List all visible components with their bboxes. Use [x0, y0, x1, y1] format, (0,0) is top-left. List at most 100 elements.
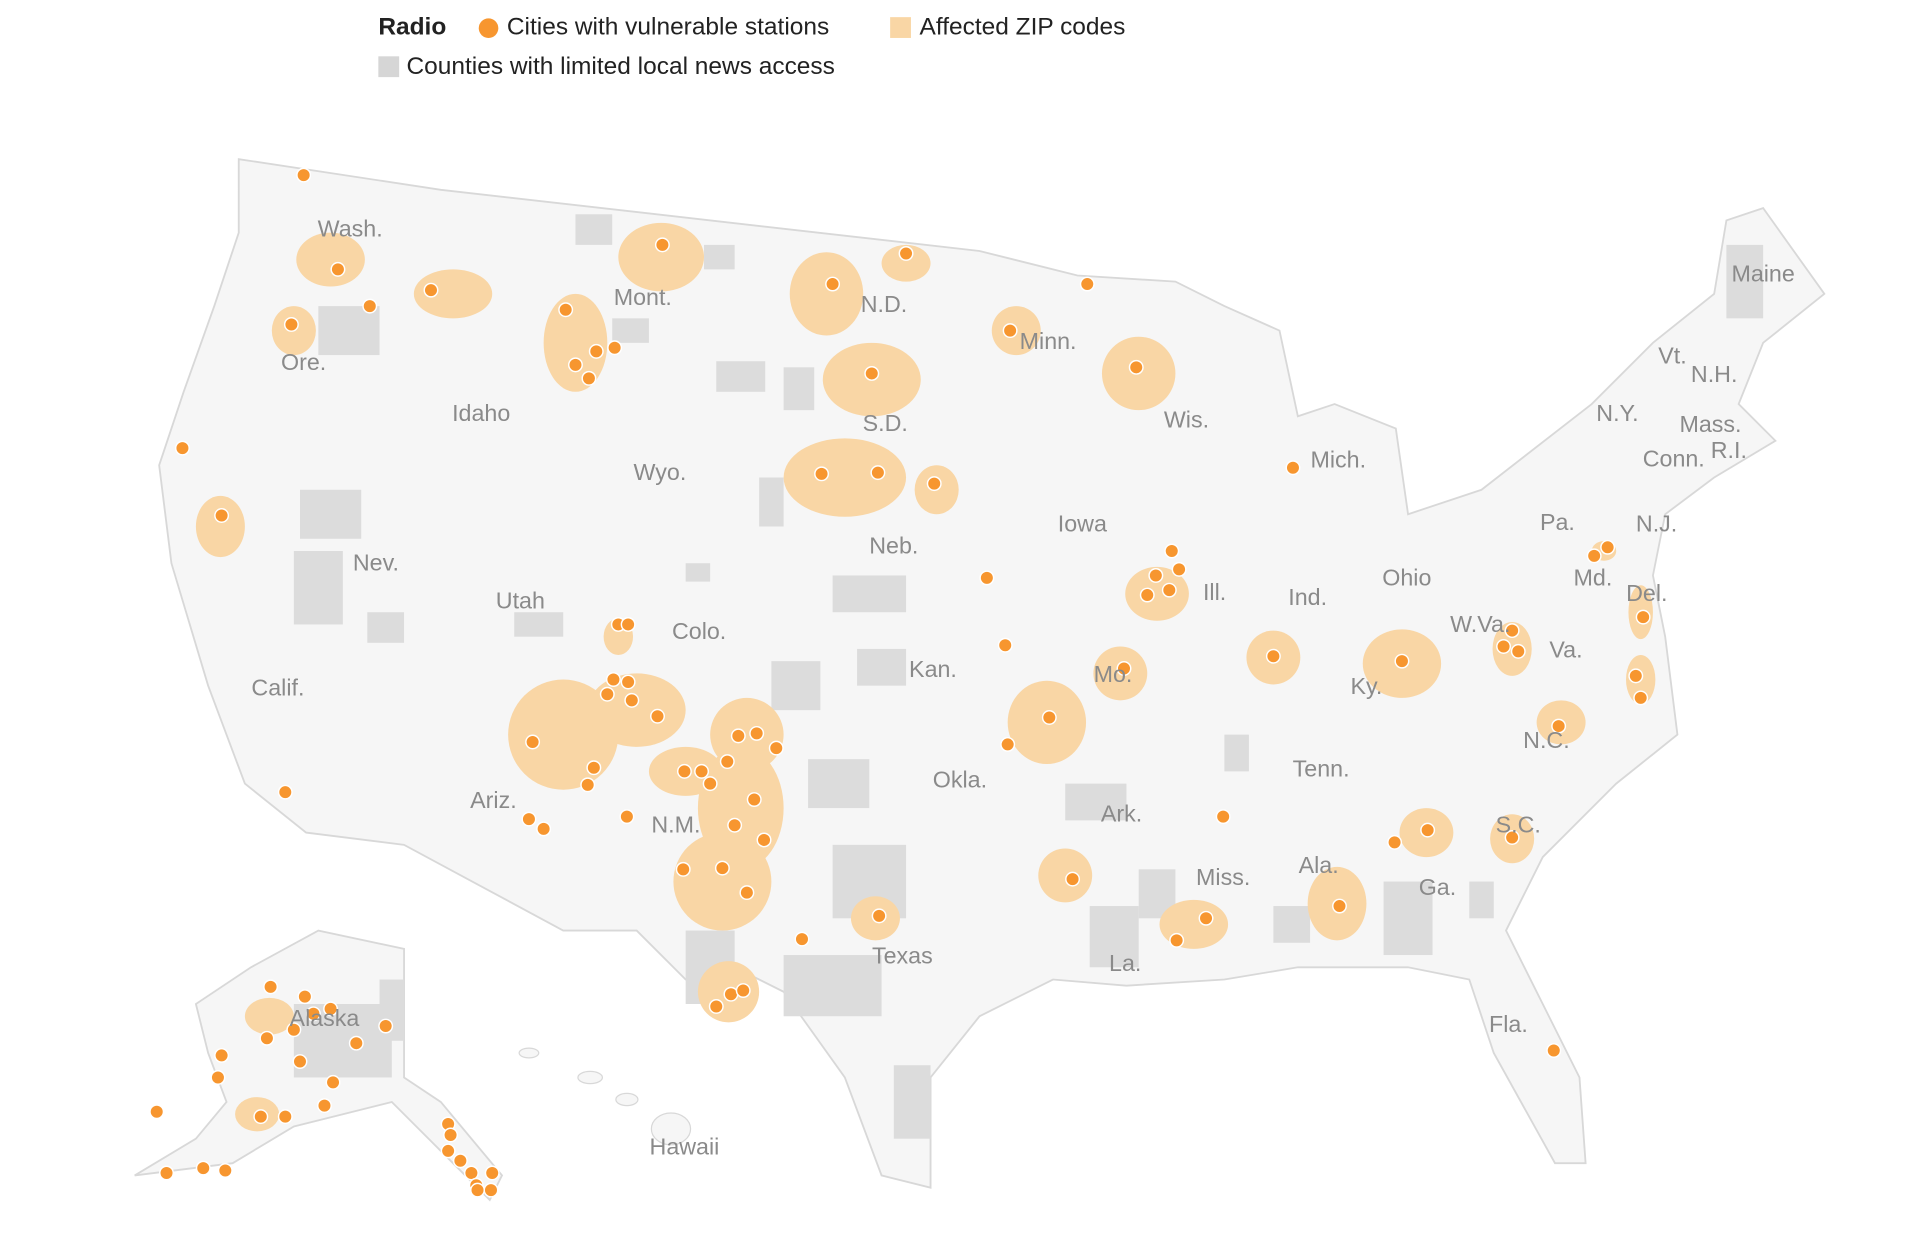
state-label: N.D.: [861, 291, 908, 317]
city-dot: [756, 832, 772, 848]
city-dot: [1065, 871, 1081, 887]
city-dot: [297, 989, 313, 1005]
city-dot: [174, 440, 190, 456]
county-patch: [1273, 906, 1311, 943]
state-label: Ohio: [1382, 564, 1431, 590]
city-dot: [1285, 460, 1301, 476]
city-dot: [210, 1070, 226, 1085]
county-patch: [808, 759, 870, 809]
city-dot: [719, 754, 735, 770]
zip-area: [783, 438, 907, 517]
state-label: Neb.: [869, 532, 918, 558]
city-dot: [277, 784, 293, 800]
island: [615, 1092, 639, 1107]
state-label: S.D.: [863, 410, 908, 436]
city-dot: [675, 861, 691, 877]
zip-area: [789, 252, 864, 336]
city-dot: [567, 357, 583, 373]
city-dot: [1628, 668, 1644, 684]
city-dot: [1394, 653, 1410, 669]
state-label: Del.: [1626, 580, 1667, 606]
city-dot: [525, 734, 541, 750]
county-patch: [783, 367, 815, 411]
county-patch: [759, 477, 784, 527]
city-dot: [1265, 648, 1281, 664]
legend-swatch: [378, 56, 400, 78]
city-dot: [1116, 661, 1132, 676]
zip-area: [1038, 848, 1093, 903]
city-dot: [316, 1098, 332, 1114]
city-dot: [483, 1182, 499, 1198]
legend: Radio Cities with vulnerable stations Af…: [378, 14, 1125, 80]
city-dot: [599, 686, 615, 702]
state-label: Iowa: [1058, 510, 1107, 536]
state-label: Ore.: [281, 349, 326, 375]
city-dot: [746, 792, 762, 808]
city-dot: [463, 1165, 479, 1181]
county-patch: [1224, 734, 1249, 772]
state-label: Minn.: [1020, 328, 1077, 354]
state-label: Ala.: [1299, 852, 1339, 878]
city-dot: [768, 740, 784, 756]
zip-area: [587, 673, 686, 747]
city-dot: [1496, 639, 1512, 654]
state-label: Pa.: [1540, 509, 1575, 535]
city-dot: [1169, 932, 1185, 948]
state-label: Mo.: [1094, 661, 1133, 687]
city-dot: [378, 1018, 394, 1034]
legend-label: Cities with vulnerable stations: [507, 14, 829, 41]
city-dot: [362, 298, 378, 314]
state-label: Mont.: [614, 284, 672, 310]
zip-area: [1125, 566, 1189, 621]
city-dot: [814, 466, 830, 482]
city-dot: [1002, 323, 1018, 339]
county-patch: [771, 661, 821, 711]
state-label: Ariz.: [470, 787, 517, 813]
city-dot: [348, 1035, 364, 1051]
county-patch: [716, 361, 766, 392]
zip-area: [296, 232, 365, 287]
city-dot: [305, 1006, 321, 1022]
state-label: N.C.: [1523, 727, 1570, 753]
city-dot: [605, 672, 621, 688]
state-label: Tenn.: [1293, 755, 1350, 781]
city-dot: [1000, 736, 1016, 752]
city-dot: [620, 674, 636, 690]
state-label: Conn.: [1643, 446, 1705, 472]
county-patch: [1469, 881, 1494, 919]
city-dot: [536, 821, 552, 837]
state-label: Miss.: [1196, 864, 1250, 890]
city-dot: [325, 1074, 341, 1090]
city-dot: [588, 343, 604, 359]
city-dot: [283, 316, 299, 332]
state-label: Mich.: [1310, 447, 1366, 473]
county-patch: [1089, 906, 1139, 968]
city-dot: [214, 508, 230, 523]
city-dot: [870, 465, 886, 481]
city-dot: [979, 570, 995, 586]
state-label: Utah: [496, 588, 545, 614]
city-dot: [1504, 830, 1520, 845]
city-dot: [926, 476, 942, 492]
state-label: Vt.: [1658, 343, 1686, 369]
city-dot: [1504, 623, 1520, 639]
county-patch: [1383, 881, 1433, 956]
zip-area: [881, 244, 931, 282]
city-dot: [277, 1109, 293, 1125]
island: [518, 1047, 540, 1059]
city-dot: [1041, 710, 1057, 725]
city-dot: [443, 1127, 459, 1143]
city-dot: [1633, 690, 1649, 706]
state-label: R.I.: [1711, 437, 1747, 463]
city-dot: [714, 860, 730, 876]
city-dot: [586, 760, 602, 776]
state-label: N.J.: [1636, 510, 1677, 536]
state-label: Okla.: [933, 766, 987, 792]
state-label: Nev.: [353, 550, 399, 576]
county-patch: [299, 489, 362, 539]
state-label: Ind.: [1288, 584, 1327, 610]
city-dot: [214, 1047, 230, 1063]
city-dot: [864, 365, 880, 381]
city-dot: [1600, 539, 1616, 555]
state-label: Calif.: [251, 674, 304, 700]
